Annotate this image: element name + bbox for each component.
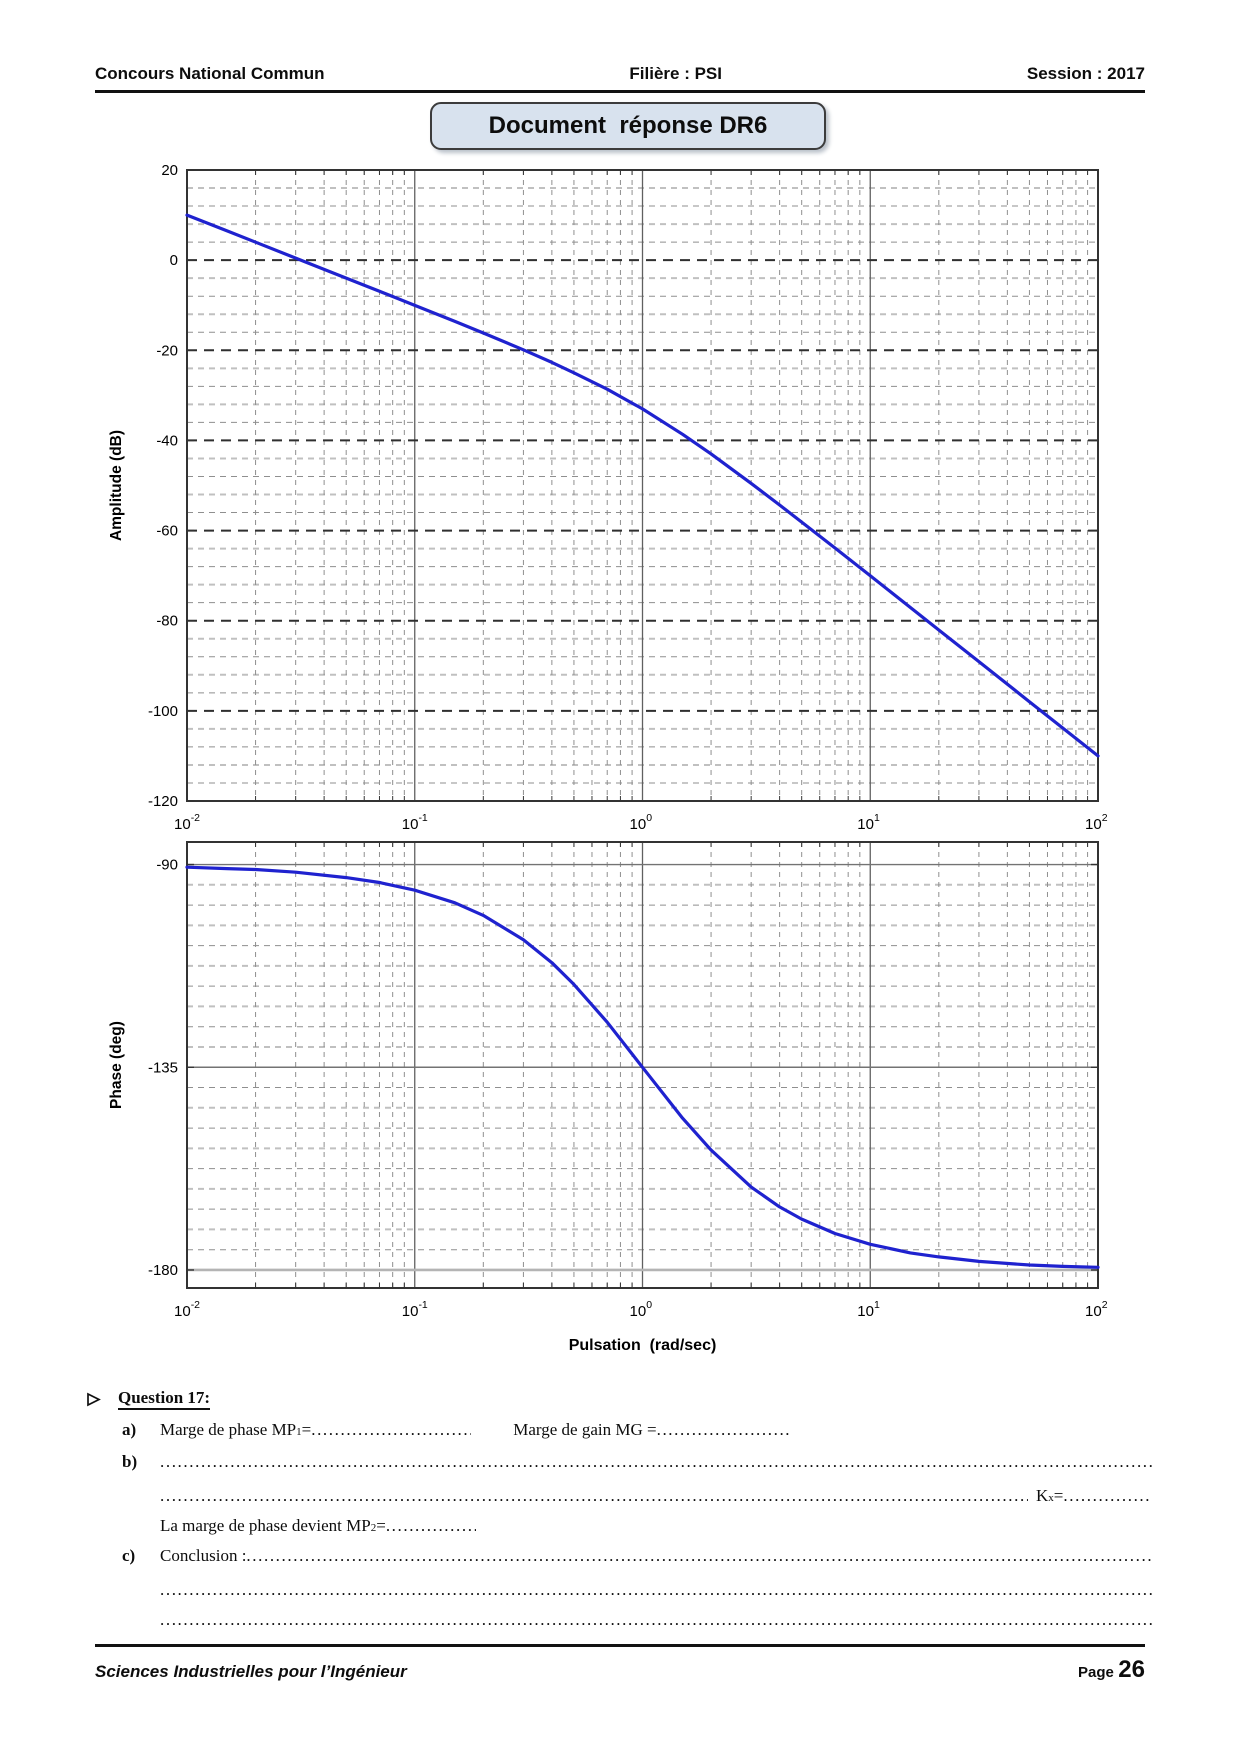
plot-border [186, 169, 1099, 802]
x-axis-label: Pulsation (rad/sec) [569, 1337, 717, 1354]
y-tick-label: -60 [156, 523, 178, 540]
x-tick-label: 101 [857, 1299, 880, 1320]
x-tick-label: 10-2 [174, 812, 200, 833]
b3-eq: = [376, 1516, 386, 1535]
answer-dots: ........................................… [385, 1516, 476, 1535]
page-number: 26 [1118, 1656, 1145, 1683]
x-tick-label: 102 [1085, 1299, 1108, 1320]
y-tick-label: -20 [156, 342, 178, 359]
item-b-row2: ........................................… [160, 1486, 1152, 1506]
y-tick-label: -40 [156, 432, 178, 449]
item-b-row3: La marge de phase devient MP 2 = ........… [160, 1516, 1152, 1536]
x-tick-label: 10-1 [402, 1299, 428, 1320]
y-tick-label: 20 [161, 162, 178, 179]
item-a-label: a) [122, 1420, 137, 1439]
footer-title: Sciences Industrielles pour l’Ingénieur [95, 1662, 407, 1681]
phase-axis-label: Phase (deg) [108, 1021, 125, 1109]
arrow-bullet-icon [86, 1392, 101, 1412]
document-title: Document réponse DR6 [488, 112, 768, 139]
plot-border [186, 841, 1099, 1289]
item-c-text: Conclusion : [160, 1546, 247, 1565]
y-tick-label: -180 [148, 1262, 178, 1279]
magnitude-plot: 20 0 -20 -40 -60 -80 -100 -120 10-2 10-1 100 101 102… [108, 162, 1108, 833]
item-b-row: ........................................… [160, 1452, 1152, 1472]
page-label: Page [1077, 1664, 1114, 1681]
x-tick-label: 101 [857, 812, 880, 833]
kx-eq: = [1053, 1486, 1064, 1505]
item-b-label: b) [122, 1452, 138, 1471]
item-a-sub1: 1 [296, 1426, 302, 1438]
x-tick-label: 100 [630, 1299, 653, 1320]
y-tick-label: 0 [170, 252, 178, 269]
magnitude-curve [185, 213, 1100, 758]
item-a-text1: Marge de phase MP [160, 1420, 297, 1439]
answer-dots: ........................................… [1063, 1486, 1152, 1505]
page-footer: Sciences Industrielles pour l’Ingénieur … [95, 1656, 1145, 1684]
x-tick-label: 100 [630, 812, 653, 833]
minor-vertical-grid [255, 842, 1089, 1288]
y-tick-label: -135 [148, 1059, 178, 1076]
tick-marks [187, 842, 1098, 1288]
b3-text: La marge de phase devient MP [160, 1516, 371, 1535]
y-tick-label: -90 [156, 857, 178, 874]
bode-plots: 20 0 -20 -40 -60 -80 -100 -120 10-2 10-1 100 101 102… [108, 162, 1108, 1354]
kx-text: K [1036, 1486, 1049, 1505]
phase-plot: -90 -135 -180 10-2 10-1 100 101 102 Phase (deg) P… [108, 841, 1108, 1354]
answer-dots: ........................................… [160, 1452, 1152, 1471]
kx-sub: x [1048, 1492, 1054, 1504]
answer-dots: ........................................… [656, 1420, 789, 1439]
page-header: Concours National Commun Filière : PSI S… [95, 64, 1145, 84]
item-c-label: c) [122, 1546, 136, 1565]
answer-dots: ........................................… [311, 1420, 472, 1439]
header-left: Concours National Commun [95, 64, 325, 83]
item-a-eq1: = [301, 1420, 312, 1439]
question-heading: Question 17: [118, 1388, 211, 1410]
page-indicator: Page 26 [1078, 1656, 1145, 1684]
header-rule [95, 90, 1145, 93]
header-right: Session : 2017 [1026, 64, 1145, 83]
answer-dots: ........................................… [246, 1546, 1152, 1565]
header-center: Filière : PSI [629, 64, 722, 83]
answer-dots: ........................................… [160, 1486, 1028, 1505]
answer-line: ........................................… [160, 1610, 1152, 1630]
item-a-row: Marge de phase MP 1 = ...................… [160, 1420, 1152, 1440]
tick-marks [187, 169, 1098, 802]
phase-curve [185, 865, 1100, 1269]
answer-line: ........................................… [160, 1580, 1152, 1600]
answer-dots: ........................................… [160, 1610, 1152, 1629]
y-tick-label: -80 [156, 613, 178, 630]
document-title-box: Document réponse DR6 [430, 102, 826, 150]
x-tick-label: 102 [1085, 812, 1108, 833]
minor-vertical-grid [255, 170, 1089, 801]
magnitude-axis-label: Amplitude (dB) [108, 430, 125, 541]
y-tick-label: -100 [148, 703, 178, 720]
item-a-text2: Marge de gain MG = [513, 1420, 657, 1439]
x-tick-label: 10-2 [174, 1299, 200, 1320]
y-tick-label: -120 [148, 793, 178, 810]
item-c-row: Conclusion : ...........................… [160, 1546, 1152, 1566]
footer-rule [95, 1644, 1145, 1647]
answer-dots: ........................................… [160, 1580, 1152, 1599]
b3-sub: 2 [370, 1522, 377, 1534]
x-tick-label: 10-1 [402, 812, 428, 833]
